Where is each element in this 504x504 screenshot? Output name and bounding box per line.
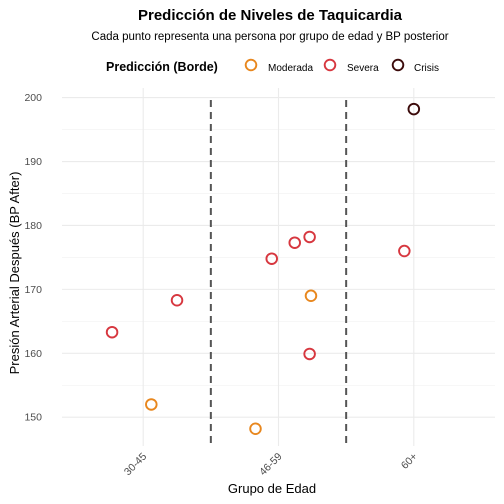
x-tick-label: 30-45 [122, 451, 150, 479]
data-point [407, 102, 421, 116]
data-point [398, 244, 411, 258]
data-point [170, 293, 184, 307]
data-point [145, 398, 158, 411]
legend-key [323, 58, 337, 72]
y-tick-label: 150 [24, 412, 42, 424]
y-tick-label: 190 [24, 156, 42, 168]
y-axis-title: Presión Arterial Después (BP After) [7, 172, 22, 375]
data-point [249, 422, 262, 435]
data-point [265, 252, 278, 265]
y-tick-label: 170 [24, 284, 42, 296]
legend-title: Predicción (Borde) [106, 60, 218, 74]
x-tick-label: 46-59 [257, 451, 285, 479]
tick-layer: 150 160 170 180 190 200 30-45 46-59 60+ [24, 92, 419, 478]
data-point [304, 289, 318, 303]
legend-label: Moderada [268, 63, 313, 74]
data-point [303, 347, 316, 361]
data-point [288, 236, 301, 249]
legend-label: Crisis [414, 63, 439, 74]
data-point [105, 325, 119, 339]
data-point [303, 230, 316, 244]
x-axis-title: Grupo de Edad [228, 481, 316, 496]
chart-subtitle: Cada punto representa una persona por gr… [91, 31, 448, 43]
y-tick-label: 160 [24, 348, 42, 360]
legend-key [391, 58, 405, 72]
y-tick-label: 180 [24, 220, 42, 232]
legend-key [244, 58, 258, 72]
legend: Predicción (Borde) Moderada Severa Crisis [106, 58, 439, 74]
separator-layer [209, 100, 348, 446]
x-tick-label: 60+ [399, 451, 420, 472]
grid-layer [62, 88, 495, 446]
point-layer [105, 102, 421, 435]
y-tick-label: 200 [24, 92, 42, 104]
legend-label: Severa [347, 63, 379, 74]
chart-title: Predicción de Niveles de Taquicardia [138, 7, 403, 24]
